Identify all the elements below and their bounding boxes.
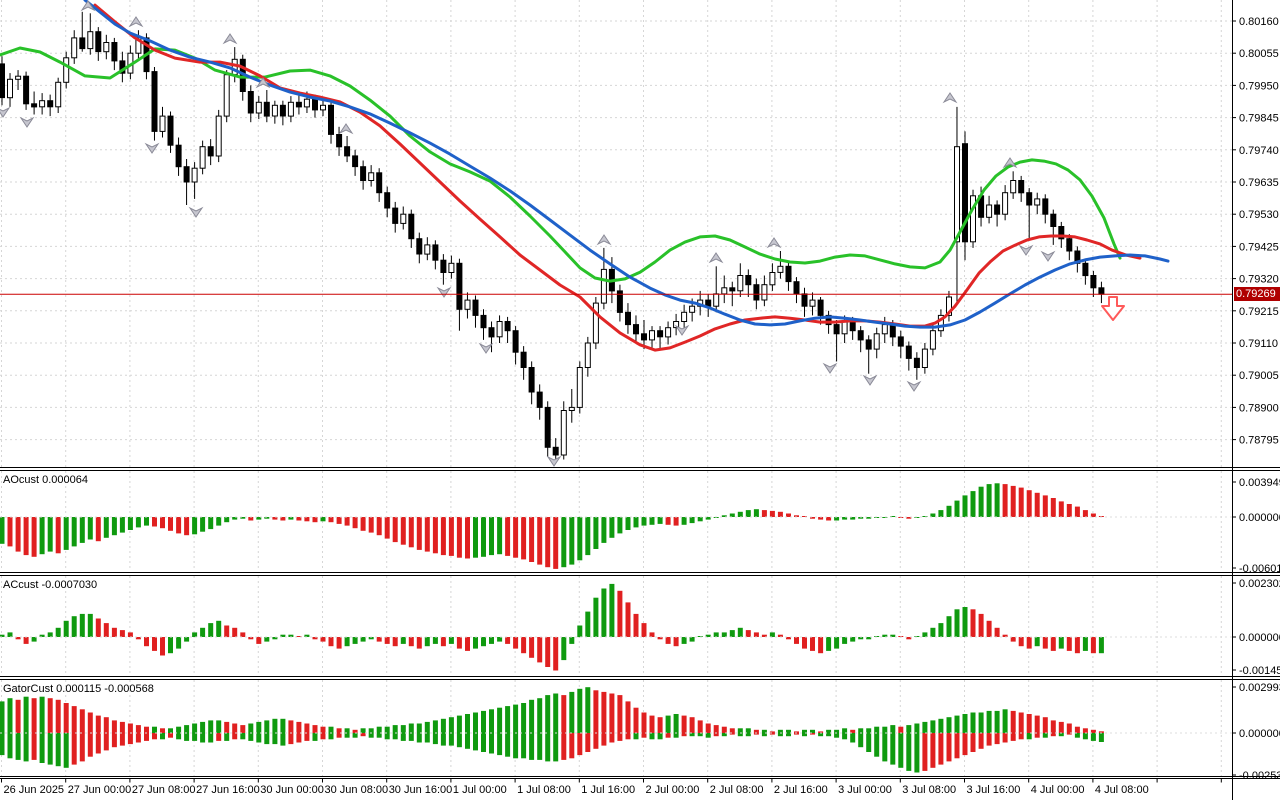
fractal-dn-icon (1040, 250, 1056, 262)
svg-text:-0.0014511: -0.0014511 (1239, 665, 1280, 677)
svg-text:0.79635: 0.79635 (1239, 177, 1279, 189)
svg-text:30 Jun 00:00: 30 Jun 00:00 (260, 784, 324, 796)
svg-text:0.79005: 0.79005 (1239, 370, 1279, 382)
svg-text:0.0000000: 0.0000000 (1239, 632, 1280, 644)
gator-indicator-label: GatorCust 0.000115 -0.000568 (3, 683, 154, 695)
fractal-dn-icon (906, 380, 922, 392)
svg-text:1 Jul 16:00: 1 Jul 16:00 (581, 784, 635, 796)
svg-text:2 Jul 16:00: 2 Jul 16:00 (774, 784, 828, 796)
fractal-up-icon (942, 92, 958, 104)
svg-text:0.79845: 0.79845 (1239, 113, 1279, 125)
fractal-up-icon (255, 77, 271, 89)
alligator-teeth-line (93, 3, 1142, 352)
svg-text:0.000000: 0.000000 (1239, 728, 1280, 740)
svg-text:0.78900: 0.78900 (1239, 402, 1279, 414)
sell-signal-arrow-icon (1101, 296, 1125, 321)
svg-text:0.79740: 0.79740 (1239, 145, 1279, 157)
alligator-jaw-line (83, 0, 1170, 329)
svg-text:30 Jun 16:00: 30 Jun 16:00 (389, 784, 453, 796)
fractal-up-icon (596, 234, 612, 246)
fractal-up-icon (222, 33, 238, 45)
svg-text:-0.006016: -0.006016 (1239, 563, 1280, 575)
svg-text:4 Jul 08:00: 4 Jul 08:00 (1095, 784, 1149, 796)
fractal-dn-icon (0, 106, 11, 118)
fractal-up-icon (128, 16, 144, 28)
fractal-dn-icon (144, 142, 160, 154)
fractal-dn-icon (822, 362, 838, 374)
grid-layer (0, 0, 1232, 777)
svg-text:30 Jun 08:00: 30 Jun 08:00 (325, 784, 389, 796)
current-price-tag: 0.79269 (1234, 287, 1280, 301)
fractal-dn-icon (478, 342, 494, 354)
fractal-up-icon (1002, 157, 1018, 169)
fractal-dn-icon (19, 116, 35, 128)
svg-text:0.80160: 0.80160 (1239, 16, 1279, 28)
fractal-dn-icon (674, 324, 690, 336)
svg-text:0.80055: 0.80055 (1239, 48, 1279, 60)
svg-text:3 Jul 00:00: 3 Jul 00:00 (838, 784, 892, 796)
ac-indicator-label: ACcust -0.0007030 (3, 579, 98, 591)
svg-text:-0.002530: -0.002530 (1239, 770, 1280, 782)
fractal-arrows-layer (0, 0, 1056, 467)
fractal-up-icon (708, 252, 724, 264)
fractal-dn-icon (862, 374, 878, 386)
gator-upper-histogram (0, 687, 1104, 733)
svg-text:1 Jul 00:00: 1 Jul 00:00 (453, 784, 507, 796)
svg-text:0.000000: 0.000000 (1239, 512, 1280, 524)
svg-text:0.79950: 0.79950 (1239, 80, 1279, 92)
svg-text:0.79320: 0.79320 (1239, 274, 1279, 286)
svg-text:0.003949: 0.003949 (1239, 477, 1280, 489)
svg-text:2 Jul 00:00: 2 Jul 00:00 (646, 784, 700, 796)
svg-text:3 Jul 08:00: 3 Jul 08:00 (902, 784, 956, 796)
svg-text:0.79425: 0.79425 (1239, 241, 1279, 253)
fractal-up-icon (338, 123, 354, 135)
svg-text:0.79215: 0.79215 (1239, 306, 1279, 318)
gator-lower-histogram (0, 733, 1104, 773)
svg-text:0.79110: 0.79110 (1239, 338, 1278, 350)
svg-text:2 Jul 08:00: 2 Jul 08:00 (710, 784, 764, 796)
svg-text:27 Jun 16:00: 27 Jun 16:00 (196, 784, 260, 796)
fractal-dn-icon (1018, 244, 1034, 256)
ao-histogram (0, 483, 1104, 569)
svg-text:0.0023028: 0.0023028 (1239, 578, 1280, 590)
fractal-up-icon (80, 0, 96, 12)
svg-text:26 Jun 2025: 26 Jun 2025 (4, 784, 65, 796)
svg-text:1 Jul 08:00: 1 Jul 08:00 (517, 784, 571, 796)
ac-histogram (0, 583, 1104, 671)
fractal-dn-icon (188, 206, 204, 218)
fractal-up-icon (766, 237, 782, 249)
price-axis-labels: 0.80160 0.80055 0.79950 0.79845 0.79740 0.796… (1232, 16, 1280, 782)
ao-indicator-label: AOcust 0.000064 (3, 474, 89, 486)
svg-text:3 Jul 16:00: 3 Jul 16:00 (967, 784, 1021, 796)
svg-text:0.002993: 0.002993 (1239, 682, 1280, 694)
fractal-dn-icon (546, 455, 562, 467)
svg-text:27 Jun 08:00: 27 Jun 08:00 (132, 784, 196, 796)
svg-text:0.79530: 0.79530 (1239, 209, 1279, 221)
svg-text:4 Jul 00:00: 4 Jul 00:00 (1031, 784, 1085, 796)
time-axis-labels: 26 Jun 2025 27 Jun 00:00 27 Jun 08:00 27 Ju… (1, 778, 1222, 796)
main-chart-layer[interactable] (0, 0, 1232, 467)
svg-text:27 Jun 00:00: 27 Jun 00:00 (68, 784, 132, 796)
svg-text:0.78795: 0.78795 (1239, 435, 1279, 447)
